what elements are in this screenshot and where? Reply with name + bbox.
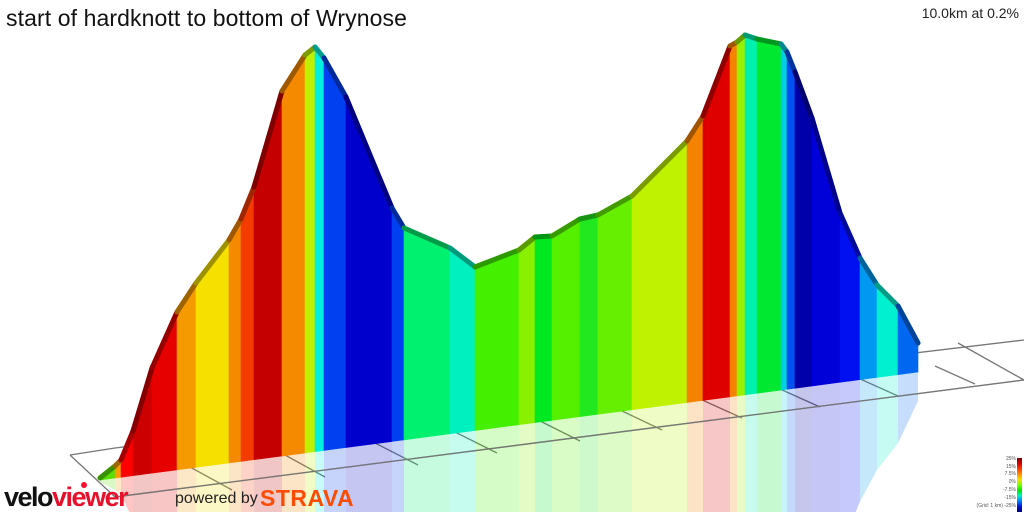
legend-label: 0% <box>1008 479 1016 485</box>
gradient-legend: 25% 15% 7.5% 0% -7.5% -15% (Grid: 1 km) … <box>976 456 1024 512</box>
legend-label: 25% <box>1005 456 1016 462</box>
powered-by-label: powered by <box>175 490 258 507</box>
page-title: start of hardknott to bottom of Wrynose <box>6 5 408 31</box>
legend-label: 7.5% <box>1004 471 1016 477</box>
distance-gradient-summary: 10.0km at 0.2% <box>921 5 1019 21</box>
logo-velo: velo <box>4 482 54 512</box>
legend-label: 15% <box>1005 464 1016 470</box>
gradient-colorbar <box>1017 458 1022 512</box>
legend-label: (Grid: 1 km) -25% <box>976 503 1016 509</box>
veloviewer-logo[interactable]: veloviewer <box>4 482 129 512</box>
legend-label: -7.5% <box>1002 487 1016 493</box>
start-marker-icon <box>81 482 87 488</box>
profile-ridge <box>97 32 921 481</box>
legend-label: -15% <box>1004 495 1016 501</box>
floor-reflection <box>100 372 918 512</box>
strava-logo[interactable]: STRAVA <box>260 485 355 511</box>
logo-viewer: viewer <box>52 482 129 512</box>
